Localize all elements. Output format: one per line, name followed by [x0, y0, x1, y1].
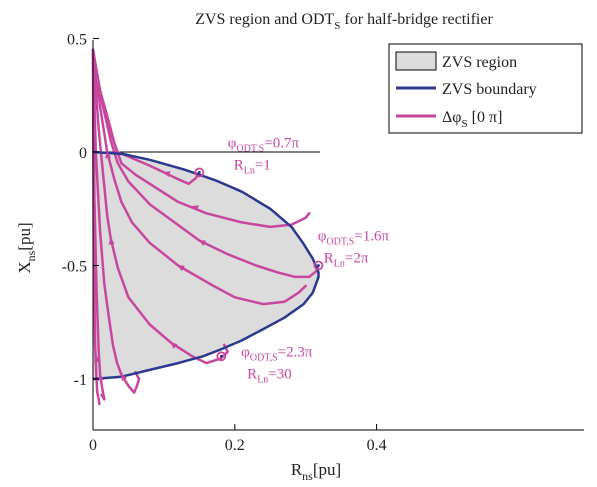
odt-marker-dot-2 [219, 354, 223, 358]
annotation-phi-sub-1: ODT,S [326, 237, 354, 248]
annotation-phi-value-0: =0.7π [264, 135, 299, 151]
annotation-r-value-2: =30 [268, 366, 291, 382]
annotation-phi-symbol-1: φ [318, 229, 327, 245]
x-axis-label-sub: ns [302, 469, 313, 483]
annotation-r-sub-1: Ln [334, 259, 345, 270]
annotation-phi-sub-0: ODT,S [236, 143, 264, 154]
x-tick-label-0: 0 [89, 437, 97, 454]
annotation-2: φODT,S=2.3π RLn=30 [241, 344, 313, 385]
trajectory-arrow-9 [105, 150, 112, 159]
odt-marker-dot-1 [317, 264, 320, 267]
y-axis-label-main: X [15, 261, 34, 273]
annotation-phi-value-1: =1.6π [354, 229, 389, 245]
axes-layer: 0 0.2 0.4 0.5 0 -0.5 -1 [62, 32, 584, 454]
annotation-r-sub-2: Ln [257, 374, 268, 385]
y-axis-label: Xns[pu] [15, 222, 38, 273]
chart-title: ZVS region and ODTS for half-bridge rect… [195, 11, 493, 32]
y-axis-label-sub: ns [24, 250, 38, 261]
annotation-phi-2: φODT,S=2.3π [241, 344, 313, 363]
trajectory-arrow-4 [170, 341, 178, 349]
chart-title-sub: S [334, 20, 340, 32]
y-tick-label-0: 0.5 [67, 32, 87, 49]
annotation-1: φODT,S=1.6π RLn=2π [318, 229, 390, 270]
annotation-layer: φODT,S=0.7πRLn=1φODT,S=1.6πRLn=2πφODT,S=… [228, 135, 390, 385]
trajectory-line-5 [91, 48, 141, 394]
arrow-layer [93, 150, 207, 382]
annotation-r-0: RLn=1 [234, 157, 271, 176]
trajectory-arrow-3 [177, 264, 185, 272]
annotation-r-symbol-2: R [247, 366, 257, 382]
legend-label-trajectory: ΔφS [0 π] [442, 109, 502, 130]
trajectory-arrow-1 [191, 205, 199, 212]
annotation-r-value-0: =1 [255, 157, 271, 173]
legend-label-zvs-region: ZVS region [442, 54, 517, 71]
annotation-phi-1: φODT,S=1.6π [318, 229, 390, 248]
annotation-phi-0: φODT,S=0.7π [228, 135, 300, 154]
x-axis-label-main: R [291, 460, 303, 479]
annotation-r-symbol-1: R [324, 251, 334, 267]
y-tick-label-3: -1 [74, 372, 87, 389]
chart-title-suffix: for half-bridge rectifier [340, 11, 493, 28]
odt-marker-0 [194, 167, 205, 178]
x-tick-label-1: 0.2 [225, 437, 245, 454]
trajectory-arrow-7 [93, 355, 100, 363]
legend-label-trajectory-main: Δφ [442, 109, 462, 126]
trajectory-arrow-0 [162, 171, 171, 177]
trajectory-arrow-6 [97, 373, 104, 381]
zvs-boundary-line [92, 150, 320, 381]
annotation-phi-symbol-0: φ [228, 135, 237, 151]
annotation-phi-sub-2: ODT,S [250, 352, 278, 363]
odt-marker-1 [313, 260, 324, 271]
y-axis-label-unit: [pu] [15, 222, 34, 250]
annotation-r-2: RLn=30 [247, 366, 292, 385]
annotation-r-1: RLn=2π [324, 251, 369, 270]
odt-marker-2 [216, 351, 227, 362]
legend-label-trajectory-suffix: [0 π] [468, 109, 503, 126]
marker-layer [194, 167, 324, 362]
legend: ZVS region ZVS boundary ΔφS [0 π] [388, 43, 583, 134]
annotation-phi-value-2: =2.3π [278, 344, 313, 360]
legend-label-zvs-boundary: ZVS boundary [442, 81, 537, 98]
x-axis-label: Rns[pu] [291, 460, 341, 483]
x-axis-label-unit: [pu] [313, 460, 341, 479]
trajectory-arrow-5 [120, 373, 128, 382]
annotation-r-sub-0: Ln [244, 165, 255, 176]
annotation-r-value-1: =2π [345, 251, 369, 267]
annotation-r-symbol-0: R [234, 157, 244, 173]
trajectory-arrow-2 [198, 239, 207, 246]
boundary-layer [92, 150, 320, 381]
legend-label-trajectory-sub: S [462, 118, 468, 130]
y-tick-label-1: 0 [79, 145, 87, 162]
odt-marker-dot-0 [197, 171, 201, 174]
annotation-phi-symbol-2: φ [241, 344, 250, 360]
plot-area: 0 0.2 0.40.50-0.5-1 φODT,S=0.7πRLn=1φODT,S… [62, 32, 584, 454]
legend-swatch-zvs-region [395, 51, 437, 71]
x-tick-label-2: 0.4 [367, 437, 387, 454]
annotation-0: φODT,S=0.7π RLn=1 [228, 135, 300, 176]
y-tick-label-2: -0.5 [62, 259, 87, 276]
trajectory-arrow-8 [108, 237, 115, 245]
chart-title-main: ZVS region and ODT [195, 11, 334, 28]
